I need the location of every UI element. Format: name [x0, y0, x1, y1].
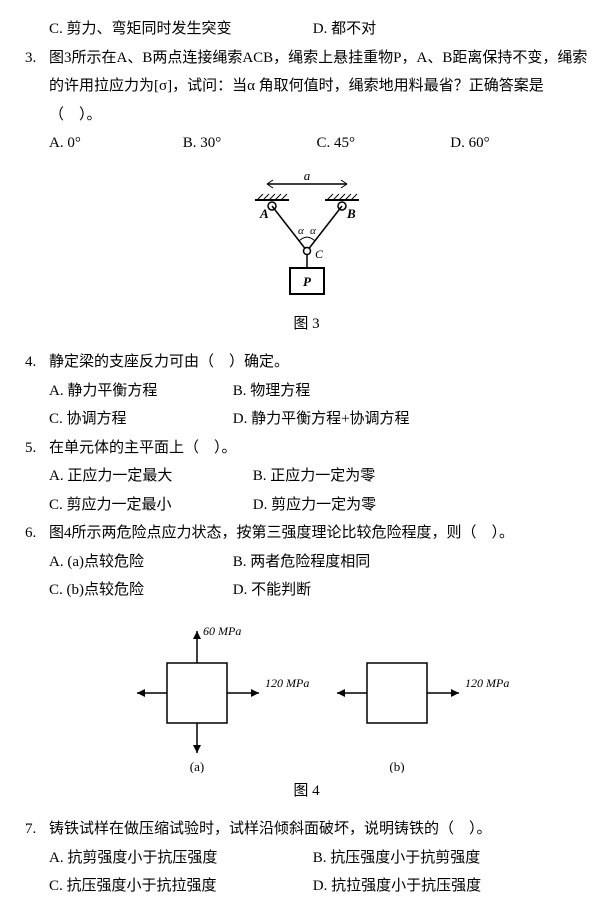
- fig3-alpha1: α: [298, 225, 304, 237]
- q3-caption: 图 3: [25, 310, 588, 339]
- fig4-stress-v: 60 MPa: [203, 624, 241, 638]
- q3-figure: a A B α α C P: [25, 166, 588, 306]
- q7-number: 7.: [25, 815, 49, 844]
- q3-number: 3.: [25, 44, 49, 73]
- q3-opt-d: D. 60°: [450, 129, 489, 158]
- q5-opt-a: A. 正应力一定最大: [49, 462, 209, 491]
- q7-text: 铸铁试样在做压缩试验时，试样沿倾斜面破坏，说明铸铁的（ ）。: [49, 815, 588, 844]
- q4-number: 4.: [25, 348, 49, 377]
- q4-opt-b: B. 物理方程: [233, 377, 311, 406]
- q2-opt-c: C. 剪力、弯矩同时发生突变: [49, 15, 269, 44]
- q6-opt-b: B. 两者危险程度相同: [233, 548, 371, 577]
- q2-options-tail: C. 剪力、弯矩同时发生突变 D. 都不对: [25, 15, 588, 44]
- fig4-stress-h-b: 120 MPa: [465, 676, 509, 690]
- q7-opt-c: C. 抗压强度小于抗拉强度: [49, 872, 309, 901]
- fig3-label-C: C: [315, 247, 324, 261]
- q4-opt-a: A. 静力平衡方程: [49, 377, 189, 406]
- q5-number: 5.: [25, 434, 49, 463]
- q7-opt-d: D. 抗拉强度小于抗压强度: [313, 872, 481, 901]
- q7-opt-a: A. 抗剪强度小于抗压强度: [49, 844, 309, 873]
- q6-number: 6.: [25, 519, 49, 548]
- q6-opt-a: A. (a)点较危险: [49, 548, 189, 577]
- q3-opt-b: B. 30°: [183, 129, 273, 158]
- fig4-label-a: (a): [189, 759, 203, 773]
- fig3-label-P: P: [303, 274, 312, 289]
- fig3-alpha2: α: [310, 225, 316, 237]
- q6-opt-d: D. 不能判断: [233, 576, 311, 605]
- q7-options: A. 抗剪强度小于抗压强度 B. 抗压强度小于抗剪强度 C. 抗压强度小于抗拉强…: [25, 844, 588, 901]
- q5-opt-d: D. 剪应力一定为零: [253, 491, 376, 520]
- q2-opt-d: D. 都不对: [313, 15, 376, 44]
- q4-options: A. 静力平衡方程 B. 物理方程 C. 协调方程 D. 静力平衡方程+协调方程: [25, 377, 588, 434]
- q6-opt-c: C. (b)点较危险: [49, 576, 189, 605]
- fig3-label-B: B: [346, 206, 356, 221]
- q3-text: 图3所示在A、B两点连接绳索ACB，绳索上悬挂重物P，A、B距离保持不变，绳索的…: [49, 44, 588, 130]
- q6-options: A. (a)点较危险 B. 两者危险程度相同 C. (b)点较危险 D. 不能判…: [25, 548, 588, 605]
- fig4-stress-h-a: 120 MPa: [265, 676, 309, 690]
- q5-text: 在单元体的主平面上（ ）。: [49, 434, 588, 463]
- q4-opt-d: D. 静力平衡方程+协调方程: [233, 405, 410, 434]
- fig3-label-a: a: [303, 168, 310, 183]
- q3-options: A. 0° B. 30° C. 45° D. 60°: [25, 129, 588, 158]
- q6-text: 图4所示两危险点应力状态，按第三强度理论比较危险程度，则（ ）。: [49, 519, 588, 548]
- q5-opt-c: C. 剪应力一定最小: [49, 491, 209, 520]
- fig4-label-b: (b): [389, 759, 404, 773]
- q3-opt-a: A. 0°: [49, 129, 139, 158]
- q7-opt-b: B. 抗压强度小于抗剪强度: [313, 844, 481, 873]
- q4-opt-c: C. 协调方程: [49, 405, 189, 434]
- q3-opt-c: C. 45°: [317, 129, 407, 158]
- fig3-label-A: A: [259, 206, 269, 221]
- q6-caption: 图 4: [25, 777, 588, 806]
- q6-figure: 60 MPa 120 MPa (a) 120 MPa (b): [25, 613, 588, 773]
- q5-opt-b: B. 正应力一定为零: [253, 462, 376, 491]
- q5-options: A. 正应力一定最大 B. 正应力一定为零 C. 剪应力一定最小 D. 剪应力一…: [25, 462, 588, 519]
- q4-text: 静定梁的支座反力可由（ ）确定。: [49, 348, 588, 377]
